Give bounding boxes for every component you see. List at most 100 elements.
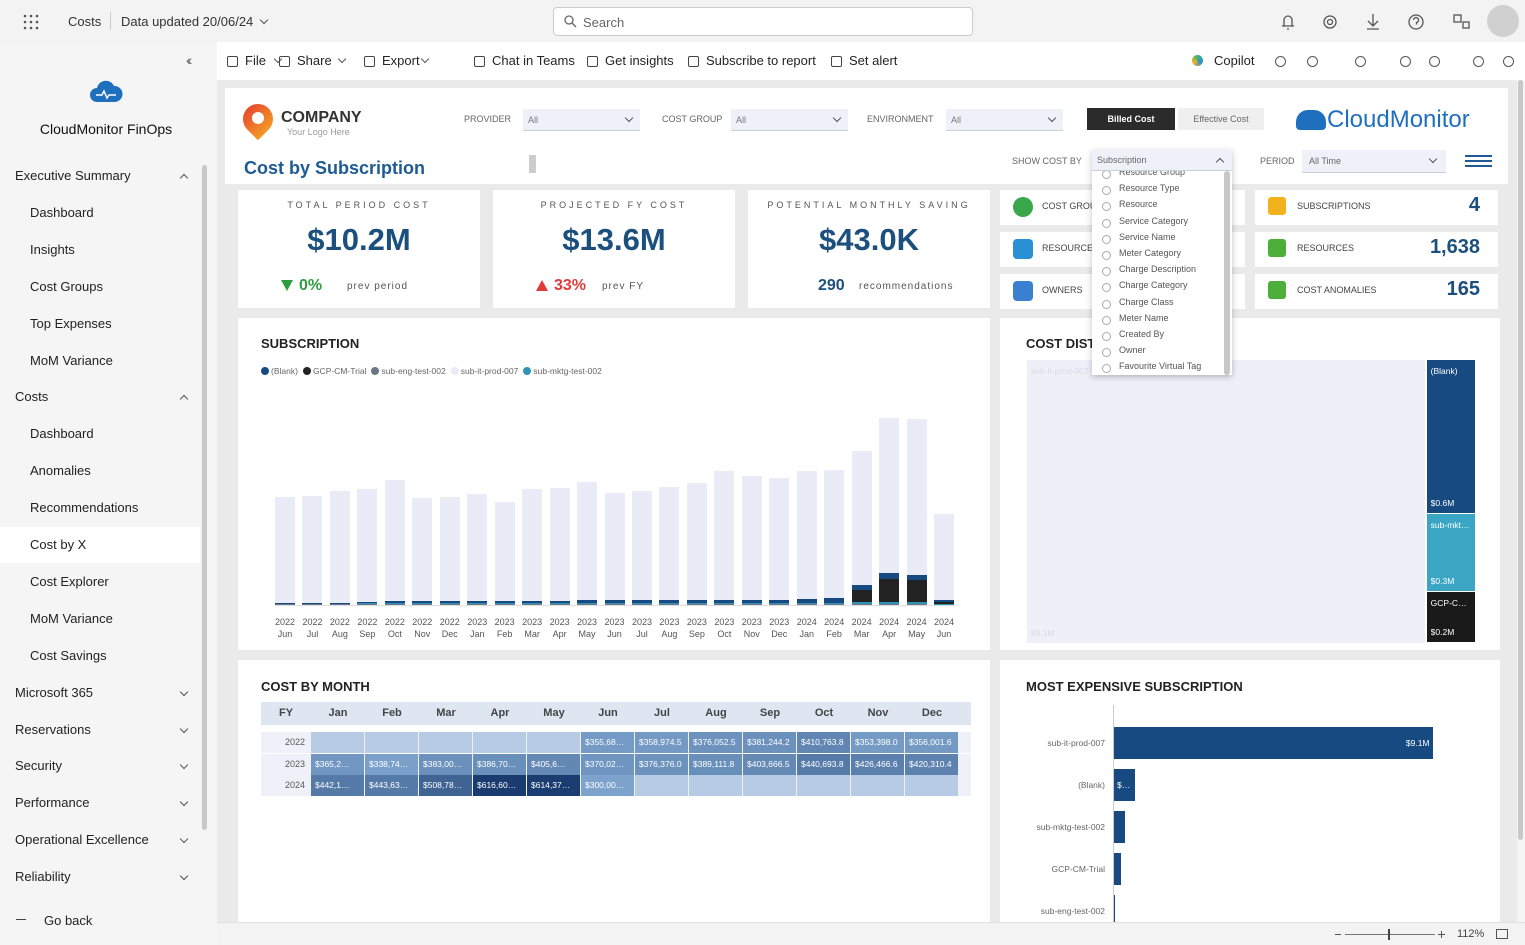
toolbar-button[interactable]: File [245, 53, 266, 68]
filter-dropdown[interactable]: All [946, 109, 1063, 131]
bar-segment [686, 602, 707, 605]
cost-toggle[interactable]: Billed Cost [1087, 108, 1175, 130]
toolbar-icon[interactable] [1400, 56, 1411, 67]
radio[interactable] [1102, 218, 1111, 228]
zoom-in[interactable] [1441, 931, 1442, 938]
zoom-thumb[interactable] [1388, 929, 1390, 940]
radio[interactable] [1102, 186, 1111, 196]
dropdown-option[interactable]: Meter Category [1119, 248, 1182, 258]
legend-label: GCP-CM-Trial [312, 366, 367, 376]
show-cost-by-dropdown[interactable]: Subscription Resource Group Resource Type R… [1092, 150, 1232, 375]
y-tick-label: GCP-CM-Trial [1051, 864, 1105, 874]
radio[interactable] [1102, 348, 1111, 358]
dropdown-option[interactable]: Service Name [1119, 231, 1176, 242]
zoom-slider[interactable] [1345, 934, 1435, 935]
workspace-name[interactable]: Costs [68, 14, 102, 29]
radio[interactable] [1102, 234, 1111, 244]
zoom-out[interactable] [1335, 934, 1341, 935]
nav-subitem[interactable]: MoM Variance [30, 352, 113, 368]
copilot-button[interactable]: Copilot [1214, 53, 1255, 68]
stat-label: SUBSCRIPTIONS [1297, 201, 1371, 211]
x-tick-label: 2022 Aug [329, 617, 350, 639]
fit-icon[interactable] [1496, 929, 1508, 939]
radio[interactable] [1102, 171, 1111, 179]
dropdown-option[interactable]: Resource Group [1119, 171, 1186, 177]
nav-subitem[interactable]: Cost Explorer [30, 573, 109, 589]
nav-subitem[interactable]: Insights [30, 241, 75, 257]
toolbar-button[interactable]: Get insights [605, 53, 674, 68]
nav-section[interactable]: Executive Summary [15, 168, 131, 183]
nav-subitem[interactable]: Top Expenses [30, 315, 112, 331]
dropdown-option[interactable]: Created By [1119, 329, 1165, 339]
radio[interactable] [1102, 251, 1111, 260]
zoom-level[interactable]: 112% [1457, 928, 1485, 940]
dropdown-option[interactable]: Charge Class [1119, 296, 1174, 307]
collapse-icon[interactable]: ‹‹ [186, 52, 193, 68]
toolbar-icon[interactable] [1429, 56, 1440, 67]
radio[interactable] [1102, 364, 1111, 374]
dropdown-option[interactable]: Charge Category [1119, 280, 1188, 291]
search-box[interactable]: Search [553, 7, 973, 36]
avatar[interactable] [1487, 5, 1519, 37]
x-tick-label: 2024 May [906, 617, 927, 639]
bar-segment [494, 603, 515, 605]
cost-toggle[interactable]: Effective Cost [1178, 108, 1264, 130]
nav-subitem[interactable]: Dashboard [30, 426, 94, 442]
filter-dropdown[interactable]: All [523, 109, 640, 131]
dropdown-option[interactable]: Charge Description [1119, 264, 1197, 275]
filter-dropdown[interactable]: All [731, 109, 848, 131]
nav-subitem[interactable]: Dashboard [30, 204, 94, 220]
data-updated[interactable]: Data updated 20/06/24 [121, 14, 254, 29]
toolbar-button[interactable]: Set alert [849, 53, 898, 68]
nav-subitem[interactable]: Cost Groups [30, 278, 103, 294]
bar-segment [549, 604, 570, 605]
radio[interactable] [1102, 202, 1111, 212]
toolbar-button[interactable]: Share [297, 53, 332, 68]
table-cell: $370,02… [581, 753, 634, 775]
go-back[interactable]: Go back [44, 913, 93, 928]
radio[interactable] [1102, 299, 1111, 309]
toolbar-icon[interactable] [1473, 56, 1484, 67]
toolbar-button[interactable]: Export [382, 53, 420, 68]
nav-section[interactable]: Performance [15, 795, 90, 811]
menu-icon[interactable] [1465, 155, 1492, 157]
toolbar-button[interactable]: Subscribe to report [706, 53, 816, 68]
toolbar-icon[interactable] [1307, 56, 1318, 67]
nav-section[interactable]: Reliability [15, 869, 71, 885]
period-dropdown[interactable]: All Time [1302, 150, 1446, 173]
stat-value: 1,638 [1429, 236, 1480, 258]
nav-subitem[interactable]: MoM Variance [30, 610, 113, 626]
dropdown-option[interactable]: Service Category [1119, 215, 1189, 226]
table-cell: $614,37… [527, 775, 580, 796]
nav-subitem[interactable]: Recommendations [30, 500, 139, 516]
bar-segment [769, 477, 790, 600]
chevron [179, 798, 189, 807]
toolbar-button[interactable]: Chat in Teams [492, 53, 575, 68]
filter-label: ENVIRONMENT [867, 114, 934, 124]
nav-subitem[interactable]: Cost by X [30, 537, 87, 552]
dropdown-option[interactable]: Meter Name [1119, 312, 1169, 323]
toolbar-icon[interactable] [1275, 56, 1286, 67]
nav-section[interactable]: Security [15, 758, 62, 774]
dropdown-option[interactable]: Favourite Virtual Tag [1119, 361, 1202, 372]
app-launcher-icon[interactable] [23, 14, 39, 30]
radio[interactable] [1102, 267, 1111, 277]
nav-section[interactable]: Operational Excellence [15, 832, 149, 848]
toolbar-icon[interactable] [1503, 56, 1514, 67]
dropdown-option[interactable]: Resource [1119, 199, 1158, 210]
radio[interactable] [1102, 332, 1111, 341]
nav-section[interactable]: Microsoft 365 [15, 684, 94, 700]
dropdown-option[interactable]: Resource Type [1119, 183, 1180, 194]
menu-icon[interactable] [1465, 165, 1492, 167]
topbar-icons[interactable] [1278, 12, 1498, 32]
dropdown-option[interactable]: Owner [1119, 345, 1146, 356]
radio[interactable] [1102, 315, 1111, 325]
menu-icon[interactable] [1465, 160, 1492, 162]
toolbar-icon[interactable] [1355, 56, 1366, 67]
radio[interactable] [1102, 283, 1111, 293]
nav-section[interactable]: Reservations [15, 721, 91, 737]
nav-subitem[interactable]: Cost Savings [30, 647, 107, 663]
x-tick-label: 2023 Oct [714, 617, 735, 639]
nav-section[interactable]: Costs [15, 389, 49, 405]
nav-subitem[interactable]: Anomalies [30, 463, 91, 479]
